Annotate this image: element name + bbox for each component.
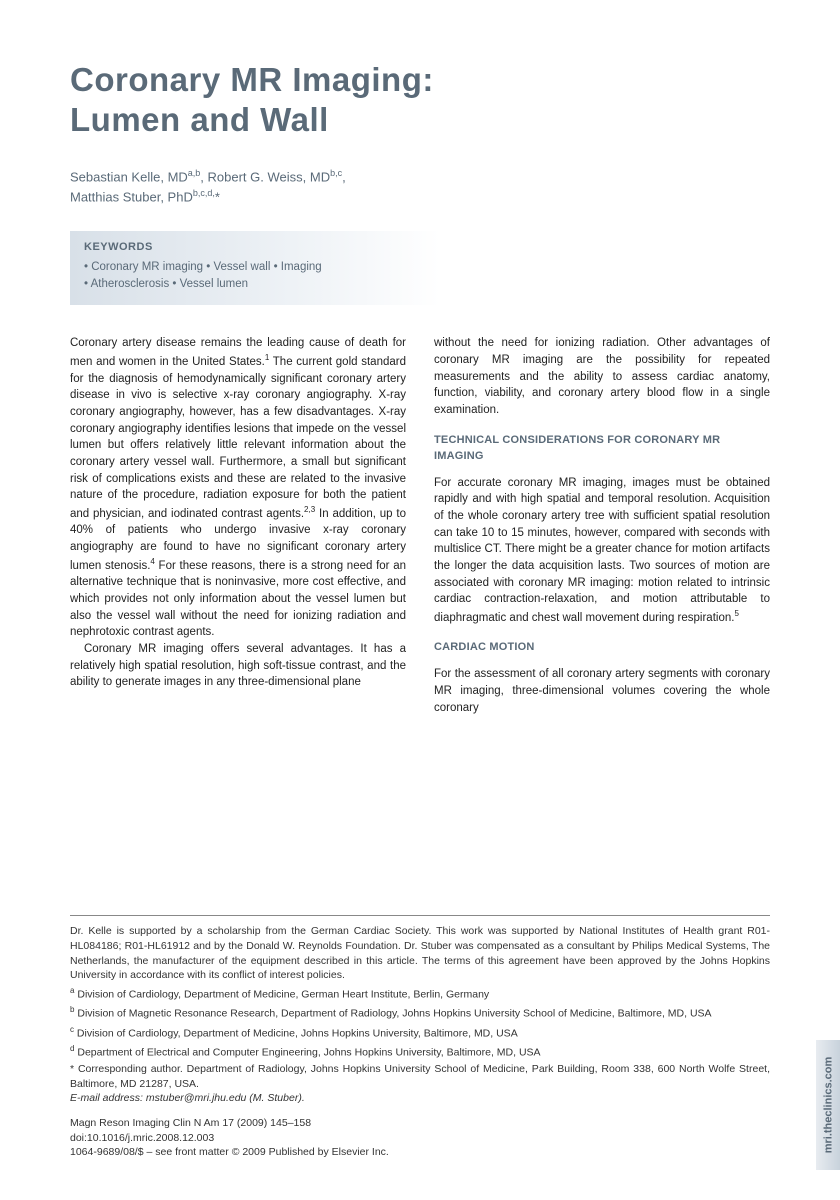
copyright: 1064-9689/08/$ – see front matter © 2009…: [70, 1145, 770, 1160]
affiliation-c: c Division of Cardiology, Department of …: [70, 1024, 770, 1041]
keywords-title: KEYWORDS: [84, 241, 426, 253]
section-heading-cardiac: CARDIAC MOTION: [434, 640, 770, 656]
keywords-box: KEYWORDS • Coronary MR imaging • Vessel …: [70, 231, 440, 306]
article-title: Coronary MR Imaging: Lumen and Wall: [70, 60, 770, 139]
title-line-1: Coronary MR Imaging:: [70, 61, 434, 98]
affiliation-a: a Division of Cardiology, Department of …: [70, 985, 770, 1002]
para-4: For accurate coronary MR imaging, images…: [434, 475, 770, 627]
corresponding-author: * Corresponding author. Department of Ra…: [70, 1062, 770, 1091]
title-line-2: Lumen and Wall: [70, 101, 329, 138]
keywords-list: • Coronary MR imaging • Vessel wall • Im…: [84, 259, 426, 294]
authors: Sebastian Kelle, MDa,b, Robert G. Weiss,…: [70, 167, 770, 207]
journal-citation: Magn Reson Imaging Clin N Am 17 (2009) 1…: [70, 1116, 770, 1131]
side-tab: mri.theclinics.com: [816, 1040, 840, 1170]
funding-statement: Dr. Kelle is supported by a scholarship …: [70, 924, 770, 983]
affiliation-d: d Department of Electrical and Computer …: [70, 1043, 770, 1060]
para-3: without the need for ionizing radiation.…: [434, 335, 770, 418]
footer: Dr. Kelle is supported by a scholarship …: [70, 915, 770, 1160]
email-address: E-mail address: mstuber@mri.jhu.edu (M. …: [70, 1091, 770, 1106]
para-1: Coronary artery disease remains the lead…: [70, 335, 406, 641]
body-text: Coronary artery disease remains the lead…: [70, 335, 770, 716]
affiliation-b: b Division of Magnetic Resonance Researc…: [70, 1004, 770, 1021]
column-right: without the need for ionizing radiation.…: [434, 335, 770, 716]
doi: doi:10.1016/j.mric.2008.12.003: [70, 1131, 770, 1146]
side-tab-label: mri.theclinics.com: [822, 1057, 834, 1154]
para-2: Coronary MR imaging offers several advan…: [70, 641, 406, 691]
section-heading-technical: TECHNICAL CONSIDERATIONS FOR CORONARY MR…: [434, 433, 770, 465]
para-5: For the assessment of all coronary arter…: [434, 666, 770, 716]
journal-info: Magn Reson Imaging Clin N Am 17 (2009) 1…: [70, 1116, 770, 1160]
column-left: Coronary artery disease remains the lead…: [70, 335, 406, 716]
